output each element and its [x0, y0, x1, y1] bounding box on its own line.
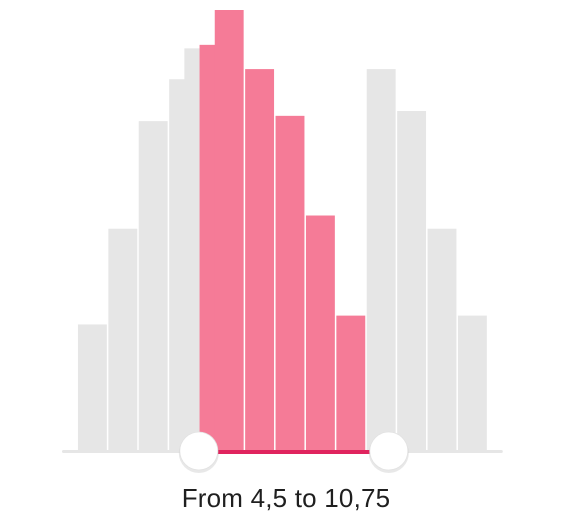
histogram-bar	[108, 228, 138, 451]
histogram-bar	[77, 324, 107, 451]
histogram-bar	[214, 10, 244, 451]
histogram-bar	[245, 69, 275, 452]
range-thumbs[interactable]	[178, 431, 409, 473]
histogram-bars	[77, 10, 487, 452]
slider-thumb-to[interactable]	[369, 431, 409, 471]
histogram-bar	[275, 115, 305, 451]
histogram-bar	[305, 215, 335, 451]
range-value-label: From 4,5 to 10,75	[181, 483, 391, 513]
slider-track-active	[198, 450, 389, 454]
histogram-bar	[366, 69, 396, 452]
histogram-bar	[336, 315, 366, 451]
range-track[interactable]	[62, 450, 503, 454]
histogram-bar	[427, 228, 457, 451]
histogram-bar	[457, 315, 487, 451]
histogram-bar	[138, 121, 168, 451]
slider-thumb-from[interactable]	[179, 431, 219, 471]
histogram-bar	[397, 110, 427, 451]
